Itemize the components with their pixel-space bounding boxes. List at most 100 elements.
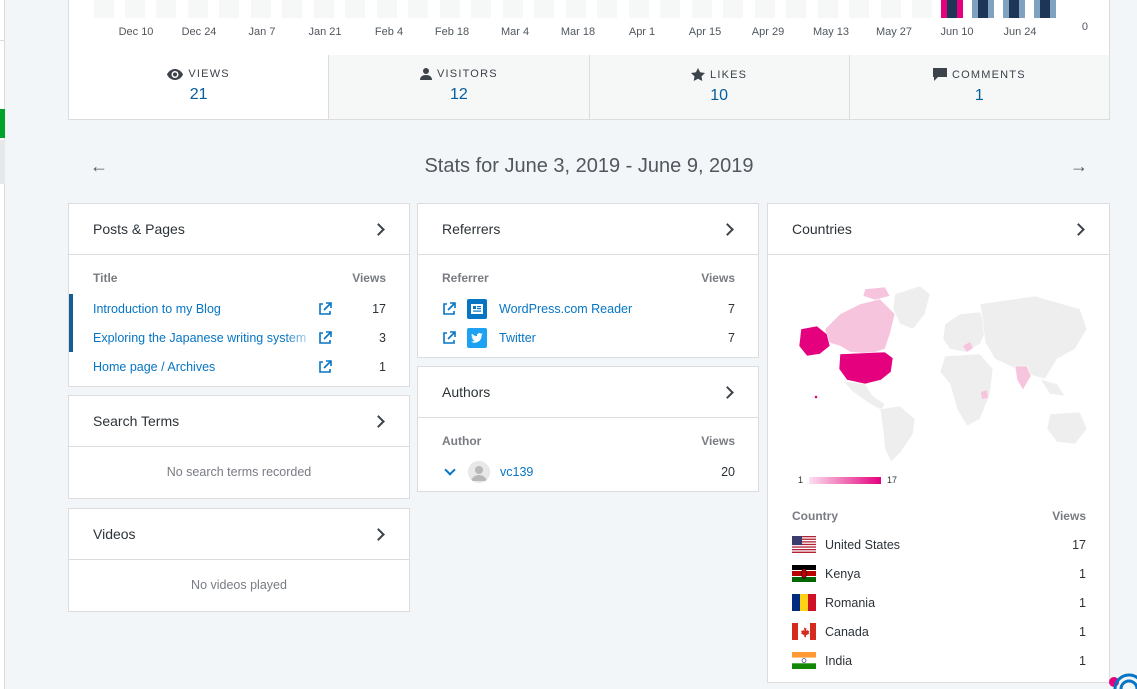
chart-bar[interactable] <box>912 0 932 18</box>
table-row[interactable]: WordPress.com Reader 7 <box>418 294 758 323</box>
previous-period-arrow-icon[interactable]: ← <box>90 156 108 176</box>
referrer-link[interactable]: WordPress.com Reader <box>499 301 633 316</box>
x-tick-label: May 27 <box>875 26 913 38</box>
chevron-right-icon <box>372 527 385 541</box>
post-link[interactable]: Home page / Archives <box>93 359 216 374</box>
chart-bar[interactable] <box>723 0 743 18</box>
post-link[interactable]: Exploring the Japanese writing system <box>93 330 307 345</box>
external-link-icon[interactable] <box>442 330 456 345</box>
chart-bar[interactable] <box>94 0 114 18</box>
views-value: 1 <box>379 359 386 374</box>
author-link[interactable]: vc139 <box>500 464 534 479</box>
chart-bar[interactable] <box>408 0 428 18</box>
external-link-icon[interactable] <box>442 301 456 316</box>
left-admin-bar <box>0 0 5 689</box>
chevron-down-icon[interactable] <box>444 463 456 476</box>
tab-label: Likes <box>710 68 748 81</box>
chart-bar[interactable] <box>534 0 554 18</box>
column-country: Country <box>792 509 838 523</box>
views-value: 7 <box>728 330 735 345</box>
chart-bar[interactable] <box>1003 0 1025 18</box>
referrer-link[interactable]: Twitter <box>499 330 536 345</box>
table-row[interactable]: Exploring the Japanese writing system 3 <box>69 323 409 352</box>
admin-bar-item[interactable] <box>0 140 5 184</box>
videos-header[interactable]: Videos <box>69 509 409 560</box>
chart-bar-selected[interactable] <box>941 0 963 18</box>
table-row[interactable]: United States 17 <box>768 530 1109 559</box>
views-value: 17 <box>372 301 386 316</box>
chart-bar[interactable] <box>125 0 145 18</box>
views-value: 1 <box>1079 595 1086 610</box>
chart-bar[interactable] <box>566 0 586 18</box>
table-row[interactable]: Home page / Archives 1 <box>69 352 409 381</box>
chart-bar[interactable] <box>881 0 901 18</box>
table-row[interactable]: India 1 <box>768 646 1109 675</box>
card-title: Countries <box>792 221 852 237</box>
table-row[interactable]: vc139 20 <box>418 457 758 486</box>
chart-bar[interactable] <box>1034 0 1056 18</box>
chart-bar[interactable] <box>629 0 649 18</box>
table-row[interactable]: Canada 1 <box>768 617 1109 646</box>
y-axis-zero-label: 0 <box>1081 21 1088 33</box>
column-views: Views <box>1052 509 1086 523</box>
tab-comments[interactable]: Comments 1 <box>848 55 1109 119</box>
external-link-icon[interactable] <box>318 330 332 345</box>
india-flag-icon <box>792 652 816 669</box>
chart-bar[interactable] <box>597 0 617 18</box>
chart-bar[interactable] <box>345 0 365 18</box>
posts-pages-header[interactable]: Posts & Pages <box>69 204 409 255</box>
column-referrer: Referrer <box>442 271 489 285</box>
chart-bar[interactable] <box>755 0 775 18</box>
tab-likes[interactable]: Likes 10 <box>588 55 849 119</box>
period-title: Stats for June 3, 2019 - June 9, 2019 <box>424 155 754 177</box>
referrers-header[interactable]: Referrers <box>418 204 758 255</box>
x-tick-label: Mar 18 <box>560 26 596 38</box>
tab-views[interactable]: Views 21 <box>69 55 329 119</box>
card-title: Referrers <box>442 221 501 237</box>
help-widget-icon[interactable] <box>1107 672 1137 689</box>
chart-bar[interactable] <box>440 0 460 18</box>
table-header: Country Views <box>768 509 1109 525</box>
x-tick-label: Apr 1 <box>628 26 656 38</box>
x-tick-label: Apr 29 <box>751 26 785 38</box>
chart-bar[interactable] <box>692 0 712 18</box>
chevron-right-icon <box>721 222 734 236</box>
chart-bar[interactable] <box>156 0 176 18</box>
table-row[interactable]: Twitter 7 <box>418 323 758 352</box>
chart-bar[interactable] <box>818 0 838 18</box>
admin-bar-active-indicator <box>0 109 5 138</box>
chart-bar[interactable] <box>282 0 302 18</box>
table-row[interactable]: Romania 1 <box>768 588 1109 617</box>
reader-icon <box>467 298 487 319</box>
table-row[interactable]: Kenya 1 <box>768 559 1109 588</box>
tab-visitors[interactable]: Visitors 12 <box>328 55 588 119</box>
external-link-icon[interactable] <box>318 301 332 316</box>
authors-header[interactable]: Authors <box>418 367 758 418</box>
videos-card: Videos No videos played <box>68 508 410 612</box>
row-bar <box>69 294 73 323</box>
tab-value: 21 <box>189 86 208 103</box>
star-icon <box>691 68 706 81</box>
chart-bar[interactable] <box>188 0 208 18</box>
chart-bar[interactable] <box>849 0 869 18</box>
tab-value: 10 <box>710 87 729 104</box>
chart-bar[interactable] <box>219 0 239 18</box>
chart-bar[interactable] <box>377 0 397 18</box>
chart-bar[interactable] <box>972 0 994 18</box>
chart-bar[interactable] <box>251 0 271 18</box>
post-link[interactable]: Introduction to my Blog <box>93 301 221 316</box>
column-views: Views <box>701 434 735 448</box>
next-period-arrow-icon[interactable]: → <box>1070 156 1088 176</box>
table-row[interactable]: Introduction to my Blog 17 <box>69 294 409 323</box>
chart-bar[interactable] <box>660 0 680 18</box>
search-terms-header[interactable]: Search Terms <box>69 396 409 447</box>
chart-bar[interactable] <box>503 0 523 18</box>
chart-bar[interactable] <box>471 0 491 18</box>
views-value: 3 <box>379 330 386 345</box>
chart-bar[interactable] <box>786 0 806 18</box>
chart-bar[interactable] <box>314 0 334 18</box>
external-link-icon[interactable] <box>318 359 332 374</box>
countries-header[interactable]: Countries <box>768 204 1109 255</box>
world-map[interactable] <box>795 284 1090 464</box>
x-tick-label: Jun 10 <box>940 26 974 38</box>
